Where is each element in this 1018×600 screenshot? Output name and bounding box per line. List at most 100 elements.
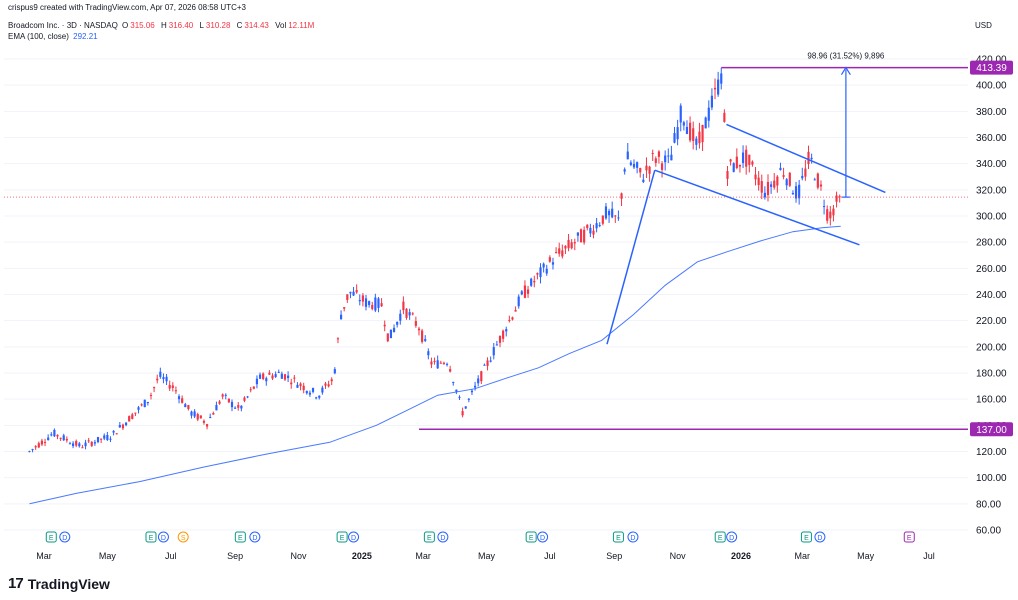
candle-body-218 <box>707 107 710 121</box>
candle-body-190 <box>620 193 623 199</box>
candle-body-69 <box>243 397 246 401</box>
event-marker-shape-2 <box>145 531 157 543</box>
candle-body-234 <box>757 177 760 186</box>
candle-body-211 <box>685 126 689 134</box>
candle-body-215 <box>698 131 701 144</box>
candle-body-217 <box>704 117 707 129</box>
event-marker-E-0: E <box>45 531 57 543</box>
tradingview-logo-text: TradingView <box>27 575 110 592</box>
event-marker-shape-1 <box>59 531 71 543</box>
candle-body-125 <box>417 328 421 331</box>
event-marker-D-16: D <box>726 531 738 543</box>
ema-legend[interactable]: EMA (100, close) 292.21 <box>8 32 100 41</box>
candle-body-7 <box>50 434 53 436</box>
candle-body-177 <box>579 229 583 243</box>
candle-body-129 <box>430 361 433 365</box>
candle-body-198 <box>645 165 648 171</box>
x-tick-label-11: 2026 <box>731 551 751 561</box>
y-tick-label-60: 60.00 <box>976 526 1001 537</box>
y-tick-label-160: 160.00 <box>976 395 1007 406</box>
candle-body-11 <box>62 435 65 441</box>
event-marker-label-16: D <box>729 535 734 542</box>
candle-body-209 <box>679 105 682 123</box>
candle-body-107 <box>361 295 364 302</box>
candle-body-95 <box>324 383 327 386</box>
symbol-line: Broadcom Inc. · 3D · NASDAQ O 315.06 H 316… <box>8 21 316 30</box>
candle-body-160 <box>526 289 530 294</box>
candle-body-28 <box>115 433 118 435</box>
candle-body-138 <box>458 396 461 398</box>
candle-body-104 <box>352 291 355 296</box>
candle-body-26 <box>109 438 112 440</box>
symbol-title[interactable]: Broadcom Inc. · 3D · NASDAQ <box>8 21 118 30</box>
event-marker-shape-17 <box>800 531 812 543</box>
event-marker-shape-7 <box>336 531 348 543</box>
candle-body-185 <box>604 206 608 219</box>
candle-body-162 <box>533 280 536 283</box>
candle-body-136 <box>452 382 455 384</box>
candle-body-120 <box>402 301 405 311</box>
candle-body-53 <box>193 411 196 417</box>
candle-body-222 <box>720 73 723 84</box>
event-marker-shape-4 <box>177 531 189 543</box>
candle-body-116 <box>389 329 393 339</box>
candle-body-197 <box>642 179 645 183</box>
candle-body-38 <box>146 401 149 404</box>
x-tick-label-0: Mar <box>36 551 52 561</box>
y-tick-label-120: 120.00 <box>976 447 1007 458</box>
candle-body-188 <box>614 215 617 217</box>
tradingview-logo: 17 TradingView <box>8 575 110 592</box>
candle-body-29 <box>118 425 121 428</box>
candle-body-216 <box>701 125 704 143</box>
candle-body-90 <box>308 392 312 395</box>
candle-body-82 <box>283 374 287 380</box>
candle-body-237 <box>766 181 770 196</box>
candle-body-18 <box>84 442 87 447</box>
candle-body-214 <box>695 138 698 145</box>
candle-body-6 <box>47 437 50 441</box>
candle-body-142 <box>470 390 474 393</box>
event-marker-D-3: D <box>157 531 169 543</box>
event-marker-shape-12 <box>537 531 549 543</box>
candle-body-201 <box>654 158 657 163</box>
candle-body-44 <box>165 376 168 382</box>
event-marker-shape-8 <box>348 531 360 543</box>
ohlc-high-value: 316.40 <box>168 21 194 30</box>
candle-body-135 <box>449 369 452 372</box>
candle-body-181 <box>592 230 595 235</box>
candle-body-5 <box>43 441 47 443</box>
x-tick-label-4: Nov <box>290 551 307 561</box>
event-marker-shape-5 <box>234 531 246 543</box>
event-marker-label-17: E <box>804 535 809 542</box>
candle-body-204 <box>664 155 667 163</box>
candle-body-153 <box>505 329 508 332</box>
candle-body-250 <box>807 151 810 165</box>
ohlc-close-label: C <box>236 21 243 30</box>
y-tick-label-80: 80.00 <box>976 499 1001 510</box>
candle-body-231 <box>748 154 751 165</box>
candle-body-49 <box>181 398 184 403</box>
candle-body-102 <box>346 294 349 300</box>
candle-body-254 <box>819 184 823 187</box>
candle-body-137 <box>455 389 458 392</box>
candle-body-179 <box>586 224 589 229</box>
ohlc-high-label: H <box>160 21 167 30</box>
event-marker-E-5: E <box>234 531 246 543</box>
candle-body-232 <box>751 161 754 165</box>
candle-body-39 <box>149 395 153 397</box>
candle-body-33 <box>131 414 134 419</box>
candle-body-167 <box>548 257 551 262</box>
event-marker-D-14: D <box>627 531 639 543</box>
candle-body-114 <box>383 324 386 327</box>
event-marker-label-2: E <box>149 535 154 542</box>
candle-body-173 <box>567 239 570 249</box>
candle-body-241 <box>779 167 782 171</box>
candle-body-166 <box>545 268 548 274</box>
x-tick-label-13: May <box>857 551 875 561</box>
candle-body-41 <box>156 378 159 381</box>
candle-body-165 <box>542 263 545 268</box>
x-tick-label-8: Jul <box>544 551 556 561</box>
candle-body-21 <box>93 442 96 444</box>
candle-body-159 <box>523 285 527 298</box>
